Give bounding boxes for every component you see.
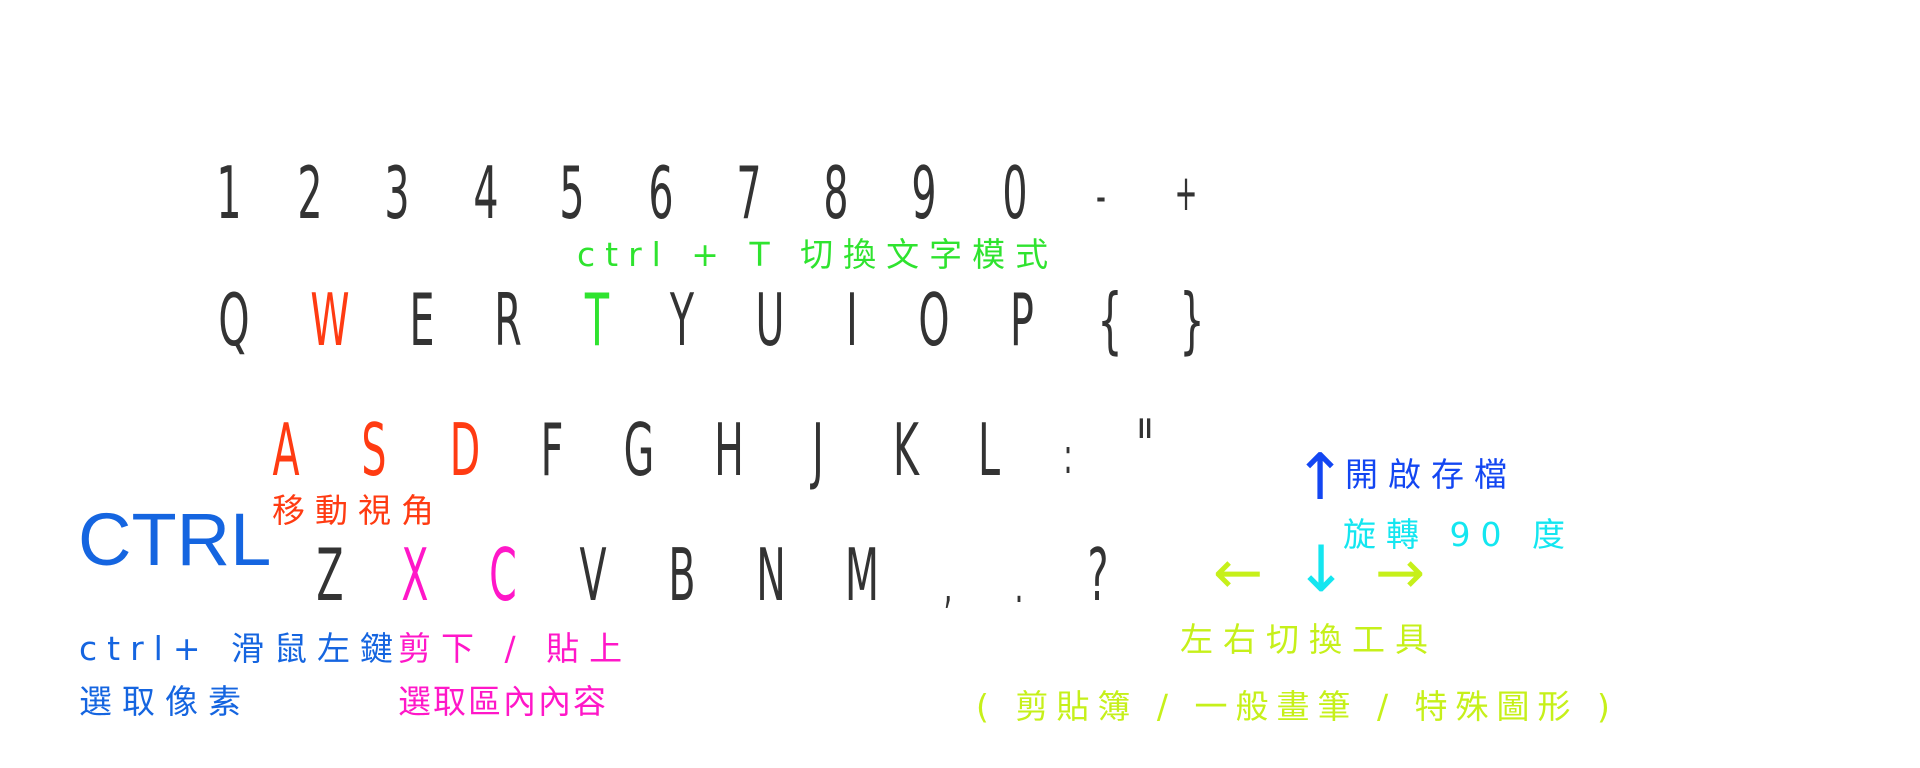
ctrl-click-label: ctrl+ 滑鼠左鍵	[79, 629, 403, 668]
key-right-brace: }	[1179, 278, 1205, 362]
key-e: E	[409, 278, 435, 362]
key-period: .	[1014, 556, 1024, 614]
key-p: P	[1010, 278, 1034, 362]
key-plus: +	[1174, 164, 1198, 222]
key-c: C	[489, 533, 517, 617]
rotate-label: 旋轉 90 度	[1343, 515, 1575, 554]
move-view-label: 移動視角	[272, 491, 444, 530]
open-save-label: 開啟存檔	[1345, 455, 1517, 494]
key-3: 3	[384, 151, 410, 235]
key-h: H	[714, 408, 744, 492]
key-6: 6	[648, 151, 674, 235]
key-4: 4	[473, 151, 499, 235]
key-s: S	[361, 408, 387, 492]
right-arrow-icon: →	[1374, 538, 1426, 608]
cut-paste-label: 剪下 / 貼上	[398, 629, 633, 668]
key-x: X	[401, 533, 429, 617]
ctrl-key: CTRL	[78, 498, 272, 581]
key-minus: -	[1096, 167, 1106, 225]
key-z: Z	[316, 533, 344, 617]
key-j: J	[812, 408, 824, 492]
key-v: V	[579, 533, 607, 617]
key-k: K	[893, 408, 919, 492]
key-y: Y	[669, 278, 695, 362]
key-2: 2	[297, 151, 323, 235]
key-colon: :	[1063, 427, 1073, 485]
down-arrow-icon: ↓	[1294, 533, 1348, 607]
key-5: 5	[559, 151, 585, 235]
key-b: B	[668, 533, 696, 617]
key-question: ?	[1087, 533, 1109, 617]
select-area-label: 選取區內內容	[398, 682, 608, 721]
switch-tool-label: 左右切換工具	[1180, 620, 1438, 659]
key-comma: ,	[943, 556, 953, 614]
key-n: N	[756, 533, 786, 617]
key-u: U	[755, 278, 785, 362]
key-a: A	[272, 408, 300, 492]
key-1: 1	[216, 151, 242, 235]
key-9: 9	[911, 151, 937, 235]
key-i: I	[846, 278, 858, 362]
key-g: G	[623, 408, 655, 492]
key-w: W	[310, 278, 350, 362]
key-q: Q	[218, 278, 250, 362]
key-o: O	[918, 278, 950, 362]
key-quote: "	[1135, 404, 1155, 488]
key-m: M	[844, 533, 880, 617]
key-d: D	[449, 408, 481, 492]
key-l: L	[977, 408, 1001, 492]
left-arrow-icon: ←	[1212, 538, 1264, 608]
key-7: 7	[736, 151, 762, 235]
select-pixel-label: 選取像素	[79, 682, 251, 721]
text-mode-label: ctrl + T 切換文字模式	[577, 235, 1059, 274]
key-0: 0	[1002, 151, 1028, 235]
key-r: R	[494, 278, 522, 362]
key-f: F	[540, 408, 564, 492]
key-8: 8	[823, 151, 849, 235]
up-arrow-icon: ↑	[1293, 441, 1347, 515]
key-t: T	[584, 278, 610, 362]
key-left-brace: {	[1097, 278, 1123, 362]
tool-list-label: ( 剪貼簿 / 一般畫筆 / 特殊圖形 )	[976, 687, 1618, 726]
